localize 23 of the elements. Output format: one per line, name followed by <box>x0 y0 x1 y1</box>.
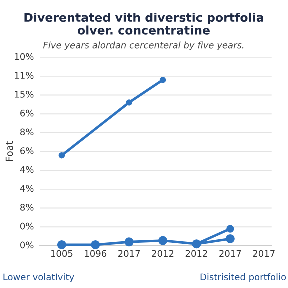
x-tick-label: 1096 <box>85 250 107 258</box>
text: 4% <box>20 185 34 192</box>
text: 8% <box>20 128 34 136</box>
x-tick-label: 2017 <box>220 250 242 258</box>
chart-subtitle: Five years alordan cercenteral by five years. <box>43 42 244 50</box>
x-tick-label: 2012 <box>152 250 174 258</box>
text: 0% <box>20 242 34 249</box>
text: 4% <box>20 166 34 174</box>
text: Distrisited portfolio <box>200 274 286 282</box>
text: 6% <box>20 148 34 154</box>
x-tick-label: 1005 <box>51 250 73 258</box>
text: 15% <box>15 91 34 98</box>
chart-title: Diverentated vith diverstic portfolia olver. concentratine <box>24 12 264 35</box>
x-tick-label: 2017 <box>253 250 275 258</box>
text: 0% <box>20 222 34 230</box>
text: Lower volatIvity <box>4 274 74 282</box>
text: 11% <box>15 72 34 80</box>
text: 10% <box>15 53 34 60</box>
x-tick-label: 2017 <box>118 250 140 258</box>
text: 8% <box>20 204 34 211</box>
text: 6% <box>20 110 34 117</box>
y-axis-title: Foat <box>6 142 14 162</box>
x-tick-label: 2012 <box>186 250 208 258</box>
